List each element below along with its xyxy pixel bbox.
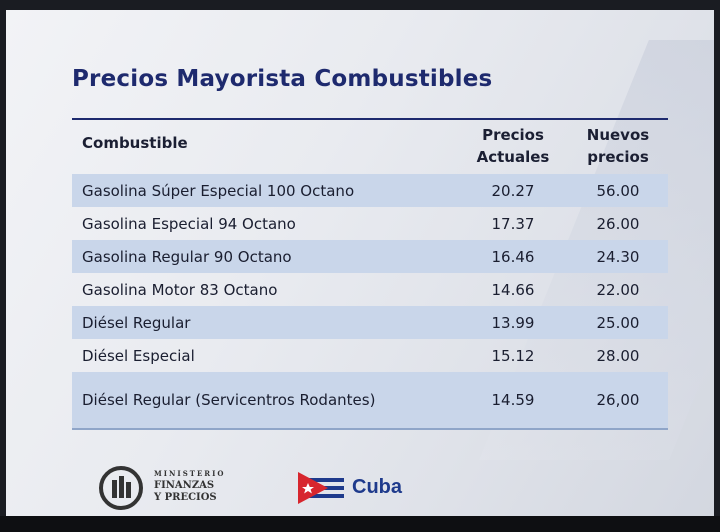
price-table: Combustible Precios Actuales Nuevos prec… bbox=[72, 118, 668, 430]
table-row: Gasolina Regular 90 Octano 16.46 24.30 bbox=[72, 240, 668, 273]
new-price: 25.00 bbox=[596, 313, 640, 332]
header-fuel: Combustible bbox=[82, 134, 188, 152]
ministry-emblem-icon bbox=[99, 466, 143, 510]
header-new-line1: Nuevos bbox=[586, 126, 650, 144]
current-price: 20.27 bbox=[491, 181, 535, 200]
header-current-line2: Actuales bbox=[476, 148, 550, 166]
current-price: 13.99 bbox=[491, 313, 535, 332]
fuel-name: Gasolina Motor 83 Octano bbox=[82, 280, 278, 299]
current-price: 15.12 bbox=[491, 346, 535, 365]
ministry-small-label: MINISTERIO bbox=[154, 469, 226, 478]
header-new-line2: precios bbox=[587, 148, 649, 166]
page-title: Precios Mayorista Combustibles bbox=[72, 66, 493, 92]
cuba-flag-icon bbox=[298, 472, 344, 504]
fuel-name: Diésel Regular bbox=[82, 313, 191, 332]
table-row: Gasolina Súper Especial 100 Octano 20.27… bbox=[72, 174, 668, 207]
new-price: 24.30 bbox=[596, 247, 640, 266]
table-header: Combustible Precios Actuales Nuevos prec… bbox=[72, 118, 668, 174]
current-price: 14.66 bbox=[491, 280, 535, 299]
header-current-prices: Precios Actuales bbox=[462, 124, 564, 168]
new-price: 26,00 bbox=[596, 391, 640, 409]
new-price: 56.00 bbox=[596, 181, 640, 200]
fuel-name: Gasolina Súper Especial 100 Octano bbox=[82, 181, 355, 200]
new-price: 22.00 bbox=[596, 280, 640, 299]
table-row: Diésel Especial 15.12 28.00 bbox=[72, 339, 668, 372]
fuel-name: Gasolina Especial 94 Octano bbox=[82, 214, 296, 233]
table-bottom-rule bbox=[72, 428, 668, 430]
table-row: Diésel Regular (Servicentros Rodantes) 1… bbox=[72, 372, 668, 428]
current-price: 16.46 bbox=[491, 247, 535, 266]
new-price: 28.00 bbox=[596, 346, 640, 365]
table-row: Diésel Regular 13.99 25.00 bbox=[72, 306, 668, 339]
current-price: 14.59 bbox=[491, 391, 535, 409]
table-row: Gasolina Motor 83 Octano 14.66 22.00 bbox=[72, 273, 668, 306]
ministry-wordmark: MINISTERIO FINANZAS Y PRECIOS bbox=[154, 468, 226, 504]
header-new-prices: Nuevos precios bbox=[570, 124, 666, 168]
current-price: 17.37 bbox=[491, 214, 535, 233]
fuel-name: Diésel Regular (Servicentros Rodantes) bbox=[82, 391, 376, 409]
ministry-line2: Y PRECIOS bbox=[154, 492, 217, 503]
new-price: 26.00 bbox=[596, 214, 640, 233]
fuel-name: Diésel Especial bbox=[82, 346, 195, 365]
table-row: Gasolina Especial 94 Octano 17.37 26.00 bbox=[72, 207, 668, 240]
cuba-label: Cuba bbox=[352, 476, 402, 498]
fuel-name: Gasolina Regular 90 Octano bbox=[82, 247, 292, 266]
footer-logos: MINISTERIO FINANZAS Y PRECIOS Cuba bbox=[96, 464, 436, 510]
screen-bottom-bezel bbox=[0, 516, 720, 532]
header-current-line1: Precios bbox=[482, 126, 544, 144]
presentation-slide: Precios Mayorista Combustibles Combustib… bbox=[6, 10, 714, 518]
ministry-line1: FINANZAS bbox=[154, 480, 215, 491]
